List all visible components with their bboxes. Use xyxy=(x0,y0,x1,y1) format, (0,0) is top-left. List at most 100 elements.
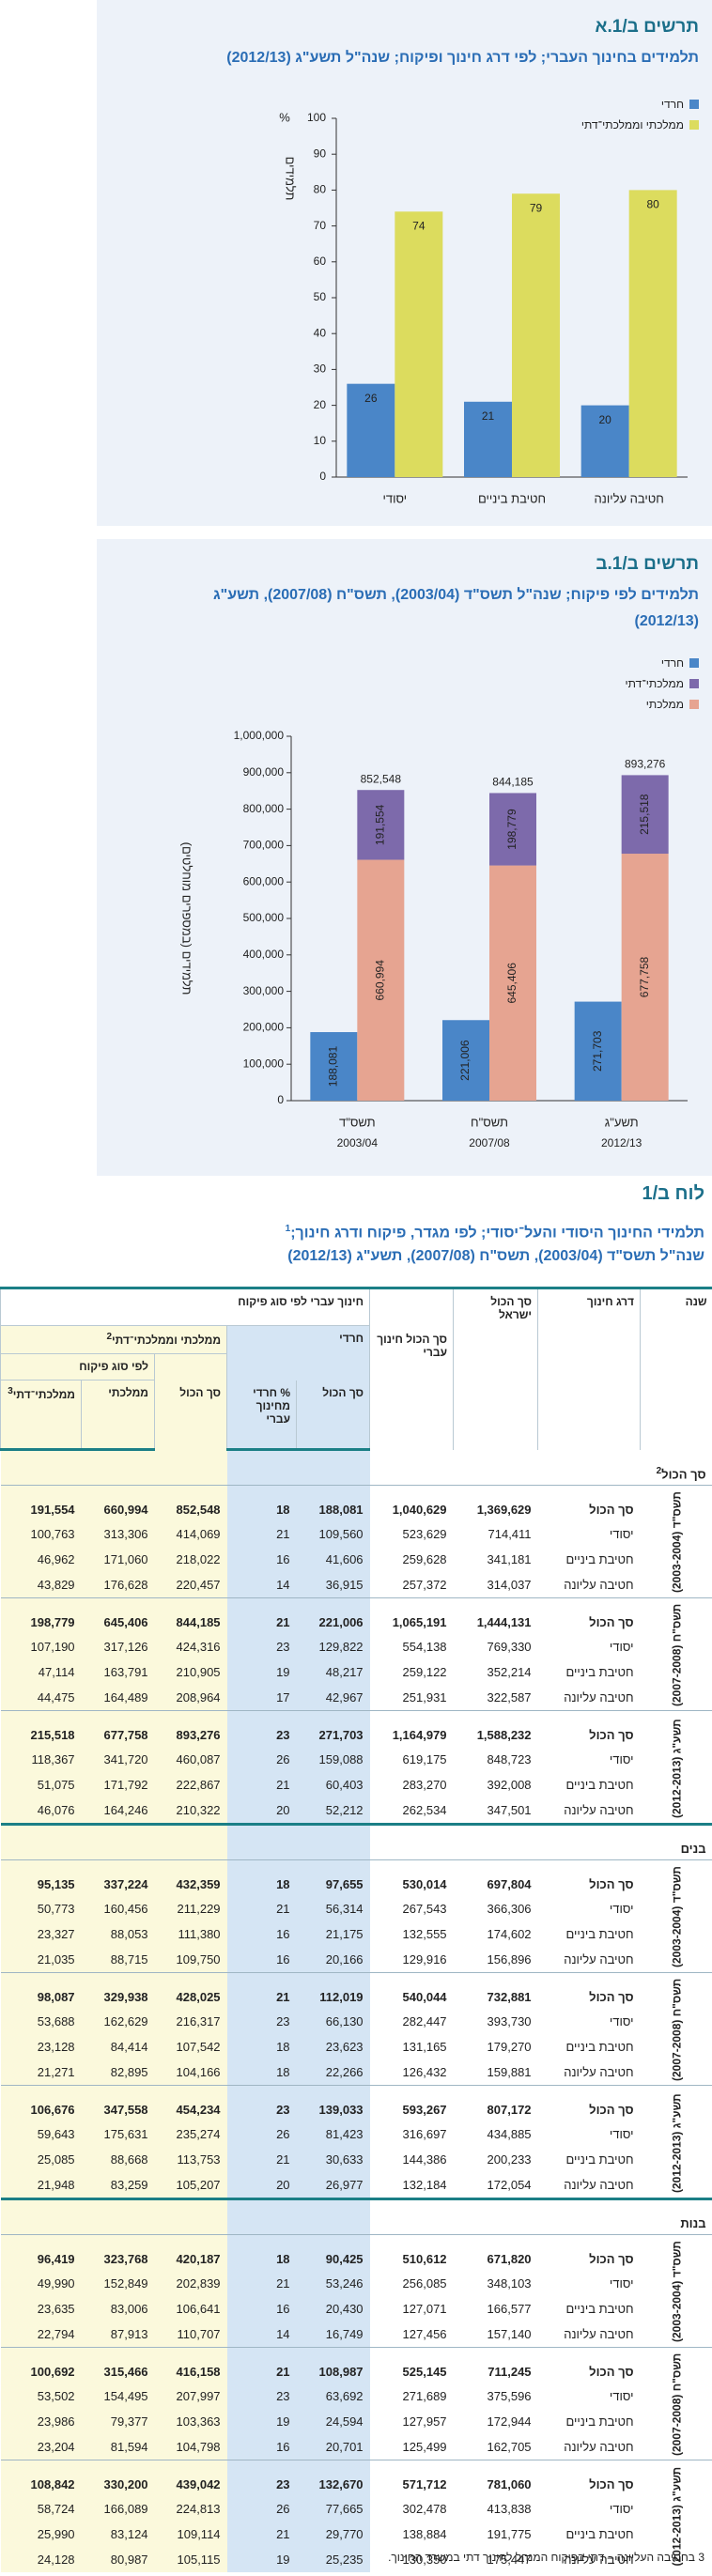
value-cell: 523,629 xyxy=(402,1527,447,1541)
data-row: יסודי 434,885 316,697 81,423 26 235,274 175,63… xyxy=(0,2121,712,2147)
value-cell: 98,087 xyxy=(0,1972,82,2009)
title-line: תלמידי החינוך היסודי והעל־יסודי; לפי מגד… xyxy=(290,1225,704,1242)
data-row: תשס"ח (2007-2008) סך הכול 1,444,131 1,065,1… xyxy=(0,1597,712,1711)
footnote-ref: 1 xyxy=(285,1224,291,1234)
value-cell: 347,501 xyxy=(487,1803,532,1817)
year-cell: תשס"ד (2003-2004) xyxy=(640,1485,712,1598)
value-cell: 316,697 xyxy=(402,2127,447,2141)
value-cell: 348,103 xyxy=(487,2276,532,2291)
value-cell: 19 xyxy=(226,1659,297,1685)
value-cell: 222,867 xyxy=(154,1772,227,1797)
value-cell: 16 xyxy=(226,2296,297,2321)
bar xyxy=(574,1001,622,1101)
value-label: 271,703 xyxy=(591,1030,604,1072)
x-tick-label: תשע"ג xyxy=(605,1115,639,1129)
value-cell: 202,839 xyxy=(154,2271,227,2296)
value-cell: 23 xyxy=(226,2085,297,2121)
cell xyxy=(296,1823,370,1860)
x-tick-label: יסודי xyxy=(383,491,408,505)
value-label: 188,081 xyxy=(327,1046,340,1087)
level-cell: חטיבת ביניים xyxy=(565,2040,634,2054)
year-name: תשס"ח xyxy=(670,2352,684,2391)
data-row: חטיבת ביניים 174,602 132,555 21,175 16 111,38… xyxy=(0,1921,712,1947)
value-cell: 105,207 xyxy=(154,2172,227,2199)
value-cell: 697,804 xyxy=(453,1859,538,1896)
value-cell: 19 xyxy=(226,2409,297,2434)
year-name: תשס"ד xyxy=(670,1865,684,1903)
value-cell: 16 xyxy=(226,2434,297,2460)
level-cell: יסודי xyxy=(609,1640,634,1654)
bar xyxy=(442,1020,489,1101)
year-range: (2012-2013) xyxy=(670,1755,684,1818)
level-cell: חטיבת ביניים xyxy=(565,2414,634,2429)
value-cell: 893,276 xyxy=(154,1710,227,1747)
value-cell: 26 xyxy=(226,1747,297,1772)
value-cell: 23,986 xyxy=(0,2409,82,2434)
cell xyxy=(154,2198,227,2235)
value-cell: 59,643 xyxy=(0,2121,82,2147)
value-cell: 21,035 xyxy=(0,1947,82,1973)
bar xyxy=(580,405,629,477)
value-label: 79 xyxy=(530,201,543,214)
footnote-mark: 3 xyxy=(698,2551,704,2564)
legend-swatch xyxy=(689,679,699,688)
value-cell: 23 xyxy=(226,2460,297,2496)
value-cell: 83,259 xyxy=(81,2172,155,2199)
value-cell: 30,633 xyxy=(296,2147,370,2172)
footnote-ref: 2 xyxy=(106,1332,113,1342)
value-cell: 21 xyxy=(226,1521,297,1547)
value-cell: 82,895 xyxy=(81,2059,155,2086)
chart-subtitle: תלמידים לפי פיקוח; שנה"ל תשס"ד (2003/04)… xyxy=(212,587,699,629)
value-cell: 100,763 xyxy=(0,1521,82,1547)
value-cell: 677,758 xyxy=(81,1710,155,1747)
value-cell: 216,317 xyxy=(154,2009,227,2034)
value-cell: 53,246 xyxy=(296,2271,370,2296)
year-name: תשס"ד xyxy=(670,1490,684,1528)
value-cell: 51,075 xyxy=(0,1772,82,1797)
value-cell: 26,977 xyxy=(296,2172,370,2199)
value-label: 74 xyxy=(412,219,426,232)
bar xyxy=(464,401,512,477)
data-row: תשס"ד (2003-2004) סך הכול 671,820 510,612 90… xyxy=(0,2234,712,2348)
value-cell: 454,234 xyxy=(154,2085,227,2121)
bar xyxy=(628,190,677,477)
level-cell: סך הכול xyxy=(537,2234,641,2271)
value-cell: 20 xyxy=(226,2172,297,2199)
value-cell: 130,350 xyxy=(402,2553,447,2567)
bar xyxy=(395,211,443,477)
cell xyxy=(0,1823,82,1860)
value-cell: 80,987 xyxy=(81,2547,155,2572)
value-cell: 138,884 xyxy=(402,2527,447,2541)
cell xyxy=(296,2198,370,2235)
value-cell: 220,457 xyxy=(154,1572,227,1598)
chart-title: תרשים ב/1.ב xyxy=(596,554,699,574)
value-cell: 210,322 xyxy=(154,1797,227,1825)
value-cell: 218,022 xyxy=(154,1547,227,1572)
value-cell: 852,548 xyxy=(154,1485,227,1521)
value-cell: 525,145 xyxy=(369,2347,454,2383)
value-cell: 428,025 xyxy=(154,1972,227,2009)
header-cell: חרדי xyxy=(226,1325,370,1381)
level-cell: חטיבה עליונה xyxy=(564,1578,634,1592)
value-cell: 16 xyxy=(226,1947,297,1973)
value-cell: 126,432 xyxy=(402,2065,447,2079)
data-row: יסודי 393,730 282,447 66,130 23 216,317 162,62… xyxy=(0,2009,712,2034)
data-row: תשס"ח (2007-2008) סך הכול 732,881 540,044 11… xyxy=(0,1972,712,2086)
header-cell: ממלכתי וממלכתי־דתי2 xyxy=(0,1325,227,1354)
value-cell: 271,689 xyxy=(402,2389,447,2403)
level-cell: חטיבת ביניים xyxy=(565,1552,634,1566)
value-cell: 127,456 xyxy=(402,2327,447,2341)
year-cell: תשס"ד (2003-2004) xyxy=(640,1859,712,1973)
value-cell: 81,423 xyxy=(296,2121,370,2147)
header-cell: לפי סוג פיקוח xyxy=(0,1353,155,1381)
value-cell: 807,172 xyxy=(453,2085,538,2121)
y-axis-label: תלמידים (במספרים מוחלטים) xyxy=(180,842,194,995)
y-tick-label: 20 xyxy=(314,398,327,411)
year-cell: תשס"ח (2007-2008) xyxy=(640,2347,712,2460)
value-cell: 53,688 xyxy=(0,2009,82,2034)
value-cell: 132,555 xyxy=(402,1927,447,1941)
value-cell: 157,140 xyxy=(487,2327,532,2341)
header-cell: סך הכול ישראל xyxy=(453,1288,538,1450)
value-cell: 48,217 xyxy=(296,1659,370,1685)
level-cell: סך הכול xyxy=(537,1710,641,1747)
